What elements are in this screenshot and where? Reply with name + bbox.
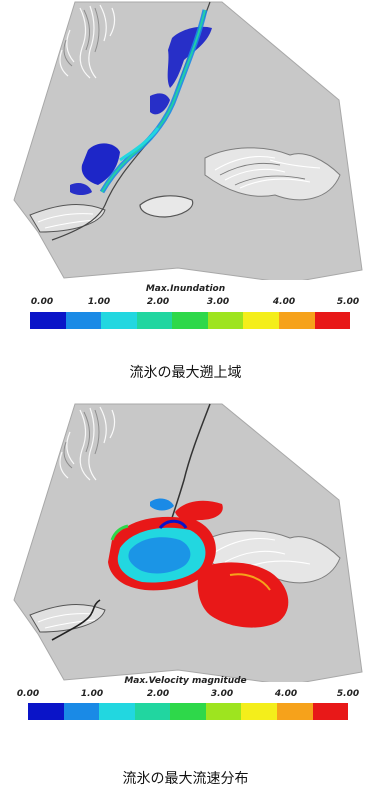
color-swatch (314, 312, 351, 329)
tick-label: 1.00 (87, 297, 111, 307)
color-swatch (276, 703, 313, 720)
color-swatch (278, 312, 315, 329)
color-scale-bar (28, 703, 349, 720)
mountain-ridges (59, 4, 116, 79)
velocity-zones (108, 498, 289, 628)
mountain-shadows (63, 409, 100, 469)
mountain-ridges (59, 406, 116, 481)
tick-label: 3.00 (210, 689, 234, 699)
color-swatch (134, 703, 171, 720)
tick-labels: 0.00 1.00 2.00 3.00 4.00 5.00 (0, 689, 371, 701)
color-swatch (312, 703, 349, 720)
figure-caption: 流氷の最大遡上域 (129, 365, 242, 381)
color-swatch (243, 312, 279, 329)
color-swatch (136, 312, 173, 329)
color-scale-bar (30, 312, 351, 329)
scale-title: Max.Velocity magnitude (124, 676, 247, 686)
southwest-ridges (29, 204, 106, 233)
color-swatch (30, 312, 66, 329)
inundation-zones (70, 9, 212, 195)
color-swatch (99, 703, 135, 720)
color-swatch (241, 703, 277, 720)
color-swatch (65, 312, 102, 329)
tick-label: 0.00 (30, 297, 54, 307)
tick-label: 2.00 (146, 689, 170, 699)
velocity-map (13, 403, 363, 682)
tick-label: 1.00 (80, 689, 104, 699)
tick-label: 5.00 (336, 297, 360, 307)
tick-label: 2.00 (146, 297, 170, 307)
inundation-map (13, 1, 363, 280)
color-swatch (63, 703, 100, 720)
southwest-ridges (29, 604, 106, 633)
color-swatch (205, 703, 242, 720)
velocity-panel: Max.Velocity magnitude 0.00 1.00 2.00 3.… (0, 400, 371, 798)
figure-caption: 流氷の最大流速分布 (122, 771, 249, 787)
color-swatch (28, 703, 64, 720)
color-swatch (172, 312, 208, 329)
tick-label: 5.00 (336, 689, 360, 699)
inundation-panel: Max.Inundation 0.00 1.00 2.00 3.00 4.00 … (0, 1, 371, 381)
color-swatch (101, 312, 137, 329)
tick-labels: 0.00 1.00 2.00 3.00 4.00 5.00 (0, 297, 371, 309)
scale-title: Max.Inundation (145, 284, 226, 294)
tick-label: 0.00 (16, 689, 40, 699)
color-swatch (207, 312, 244, 329)
tick-label: 3.00 (206, 297, 230, 307)
coastline-river (51, 599, 101, 641)
peninsula-ridges (204, 147, 341, 201)
color-swatch (170, 703, 206, 720)
tick-label: 4.00 (274, 689, 298, 699)
mountain-shadows (63, 7, 100, 67)
tick-label: 4.00 (272, 297, 296, 307)
small-island (139, 195, 194, 218)
